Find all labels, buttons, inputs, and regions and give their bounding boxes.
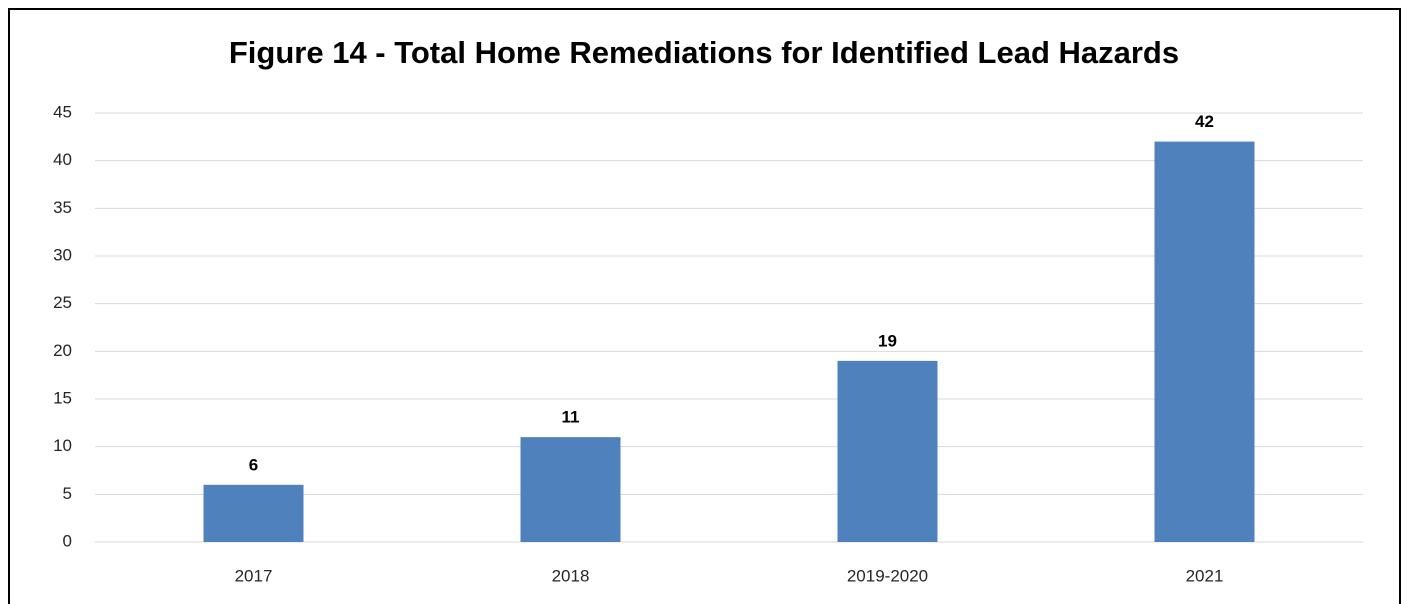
y-tick-label: 35 — [53, 198, 72, 217]
bar — [203, 484, 304, 542]
y-tick-label: 15 — [53, 388, 72, 407]
bar — [837, 360, 938, 542]
y-tick-label: 5 — [63, 484, 72, 503]
y-tick-label: 25 — [53, 293, 72, 312]
bar — [520, 437, 621, 542]
x-tick-label: 2021 — [1186, 566, 1224, 585]
data-label: 19 — [878, 331, 897, 350]
x-tick-label: 2018 — [552, 566, 590, 585]
y-tick-label: 40 — [53, 150, 72, 169]
bar — [1154, 141, 1255, 542]
y-tick-label: 30 — [53, 245, 72, 264]
x-tick-label: 2017 — [235, 566, 273, 585]
data-label: 11 — [562, 408, 580, 427]
data-label: 6 — [249, 455, 258, 474]
chart-border — [8, 8, 1401, 604]
y-tick-label: 10 — [53, 436, 72, 455]
y-tick-label: 0 — [63, 531, 72, 550]
y-tick-label: 45 — [53, 102, 72, 121]
x-tick-label: 2019-2020 — [847, 566, 928, 585]
y-tick-label: 20 — [53, 341, 72, 360]
chart-title: Figure 14 - Total Home Remediations for … — [229, 35, 1179, 70]
data-label: 42 — [1195, 112, 1214, 131]
